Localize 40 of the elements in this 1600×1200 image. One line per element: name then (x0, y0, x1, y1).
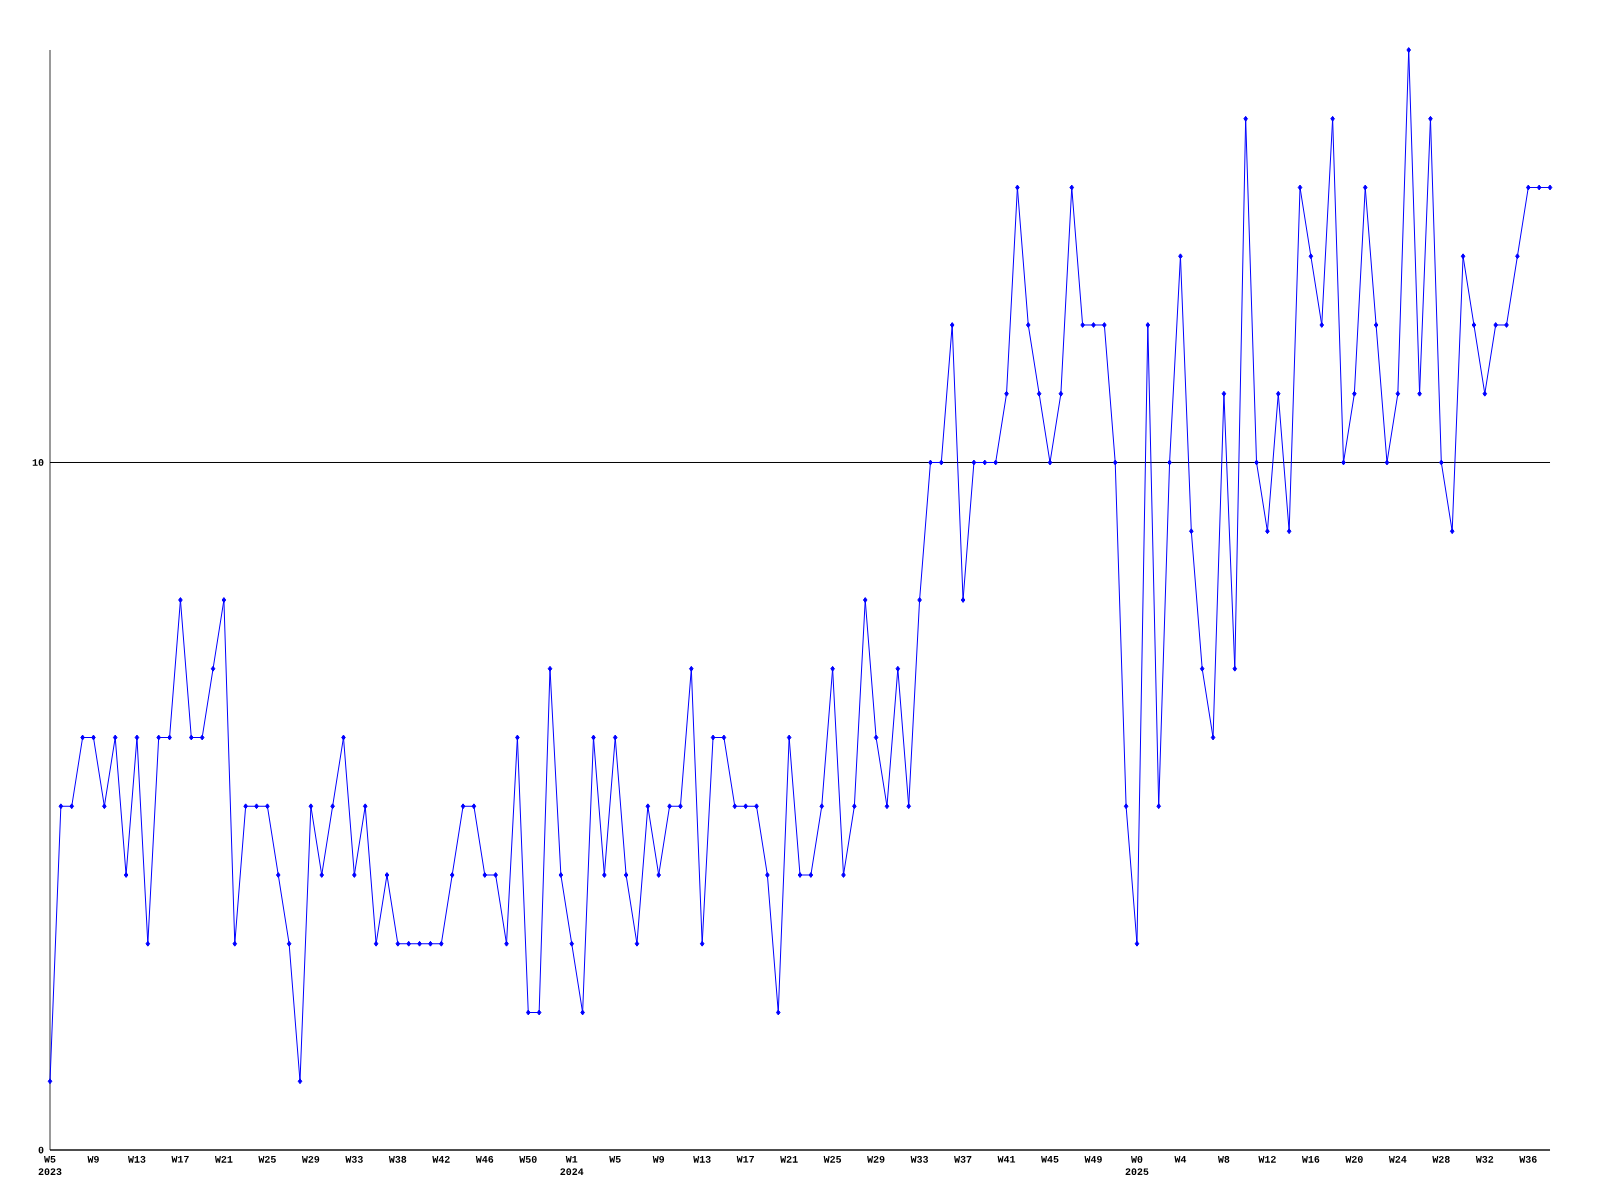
x-tick-label: W25 (258, 1155, 276, 1163)
x-tick-label: W13 (693, 1155, 711, 1163)
x-tick-label: W5 (609, 1155, 621, 1163)
x-tick-label: W33 (910, 1155, 929, 1163)
x-tick-label: W4 (1174, 1155, 1187, 1163)
x-tick-label: W5 (44, 1155, 56, 1163)
x-tick-label: W49 (1084, 1155, 1102, 1163)
text: 2023 (38, 1168, 62, 1176)
x-tick-label: W37 (954, 1155, 972, 1163)
y-tick-label: 0 (38, 1146, 44, 1154)
x-tick-label: W29 (301, 1155, 320, 1163)
x-tick-label: W0 (1130, 1155, 1143, 1163)
x-tick-label: W33 (345, 1155, 363, 1163)
y-tick-label: 10 (32, 459, 44, 466)
x-tick-label: W20 (1345, 1155, 1363, 1163)
x-tick-label: W24 (1388, 1155, 1407, 1163)
x-tick-label: W9 (652, 1155, 665, 1163)
x-tick-label: W9 (87, 1155, 99, 1163)
x-tick-label: W32 (1475, 1155, 1494, 1163)
x-tick-label: W36 (1519, 1155, 1537, 1163)
x-tick-label: W12 (1258, 1155, 1276, 1163)
x-tick-label: W46 (475, 1155, 494, 1163)
x-tick-label: W1 (565, 1155, 578, 1163)
x-tick-label: W13 (127, 1155, 146, 1163)
x-tick-label: W38 (388, 1155, 407, 1163)
x-tick-label: W50 (519, 1155, 537, 1163)
text: 2024 (560, 1168, 584, 1176)
x-tick-label: W17 (736, 1155, 754, 1163)
x-tick-label: W8 (1217, 1155, 1230, 1163)
x-tick-label: W28 (1432, 1155, 1450, 1163)
x-tick-label: W45 (1041, 1155, 1059, 1163)
x-tick-label: W21 (780, 1155, 798, 1163)
x-tick-label: W25 (823, 1155, 842, 1163)
x-tick-label: W29 (867, 1155, 885, 1163)
text: 2025 (1125, 1168, 1149, 1176)
x-tick-label: W42 (432, 1155, 450, 1163)
x-tick-label: W21 (214, 1155, 233, 1163)
x-tick-label: W17 (171, 1155, 189, 1163)
x-tick-label: W16 (1301, 1155, 1320, 1163)
x-tick-label: W41 (997, 1155, 1016, 1163)
